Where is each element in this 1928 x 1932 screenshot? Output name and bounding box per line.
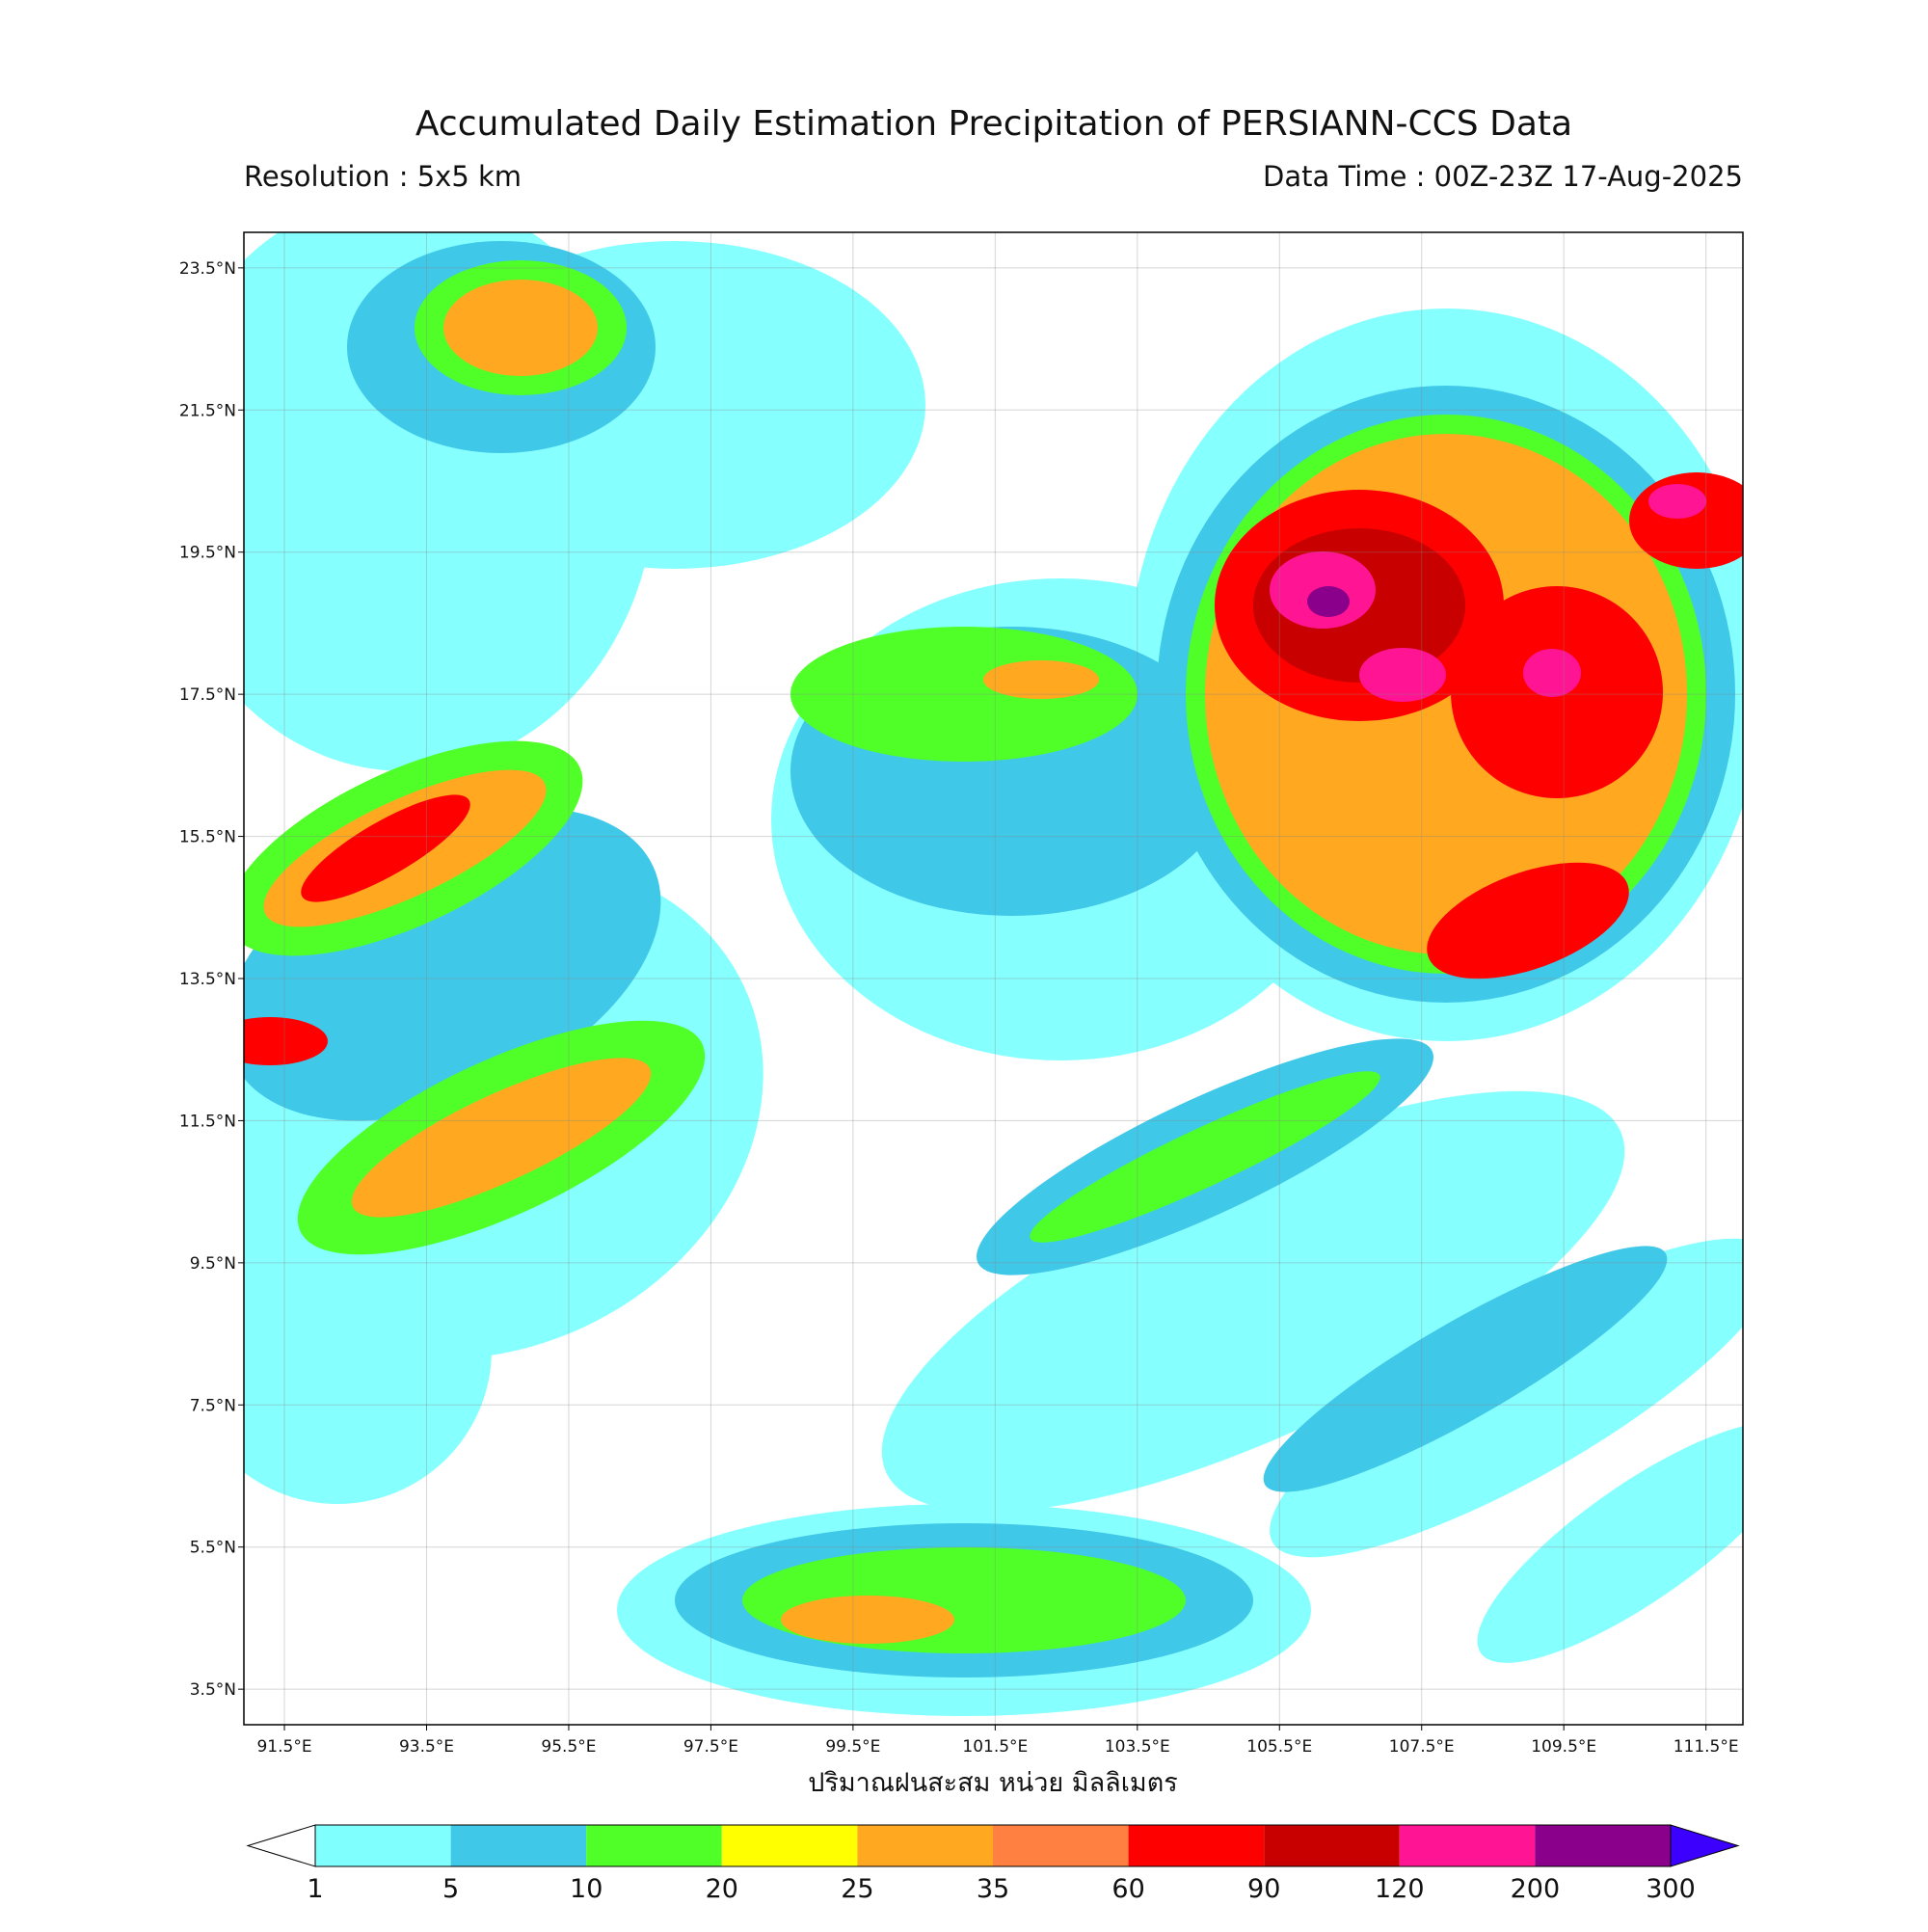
colorbar-tick-label: 90: [1247, 1874, 1280, 1904]
y-tick-label: 13.5°N: [179, 970, 236, 989]
colorbar-segment: [315, 1825, 451, 1866]
colorbar-segment: [1535, 1825, 1671, 1866]
colorbar: 1 5 10 20 25 35 60 90 120 200 300: [246, 1824, 1740, 1904]
x-tick-label: 95.5°E: [541, 1737, 596, 1757]
x-tick-label: 107.5°E: [1389, 1737, 1455, 1757]
colorbar-segment: [857, 1825, 993, 1866]
x-tick-label: 111.5°E: [1674, 1737, 1739, 1757]
colorbar-tick-label: 5: [442, 1874, 459, 1904]
colorbar-over: [1670, 1824, 1740, 1867]
y-tick-label: 7.5°N: [190, 1396, 236, 1415]
y-tick-label: 21.5°N: [179, 401, 236, 420]
colorbar-frame: [314, 1824, 1672, 1867]
colorbar-tick-label: 20: [706, 1874, 738, 1904]
x-tick-label: 91.5°E: [256, 1737, 311, 1757]
y-tick-label: 19.5°N: [179, 544, 236, 563]
grid: 91.5°E 93.5°E 95.5°E 97.5°E 99.5°E 101.5°E 103…: [179, 232, 1743, 1757]
colorbar-segment: [1128, 1825, 1265, 1866]
y-tick-label: 11.5°N: [179, 1112, 236, 1131]
colorbar-segment: [450, 1825, 587, 1866]
colorbar-segment: [1399, 1825, 1536, 1866]
x-tick-label: 93.5°E: [399, 1737, 454, 1757]
colorbar-segment: [721, 1825, 858, 1866]
y-tick-label: 15.5°N: [179, 828, 236, 847]
colorbar-under: [246, 1824, 316, 1867]
colorbar-label: ปริมาณฝนสะสม หน่วย มิลลิเมตร: [808, 1768, 1178, 1798]
y-tick-label: 23.5°N: [179, 259, 236, 279]
y-tick-label: 5.5°N: [190, 1539, 236, 1558]
data-time: Data Time : 00Z-23Z 17-Aug-2025: [1263, 160, 1743, 193]
colorbar-tick-label: 35: [977, 1874, 1009, 1904]
y-tick-label: 9.5°N: [190, 1254, 236, 1274]
colorbar-tick-label: 1: [307, 1874, 323, 1904]
colorbar-tick-label: 60: [1111, 1874, 1144, 1904]
colorbar-segment: [1264, 1825, 1400, 1866]
x-tick-label: 103.5°E: [1105, 1737, 1170, 1757]
x-tick-label: 101.5°E: [962, 1737, 1028, 1757]
colorbar-tick-label: 10: [570, 1874, 602, 1904]
y-tick-label: 17.5°N: [179, 685, 236, 705]
colorbar-tick-label: 300: [1646, 1874, 1696, 1904]
resolution: Resolution : 5x5 km: [244, 160, 522, 193]
colorbar-tick-label: 120: [1375, 1874, 1425, 1904]
colorbar-tick-label: 200: [1511, 1874, 1561, 1904]
colorbar-tick-label: 25: [841, 1874, 873, 1904]
y-tick-label: 3.5°N: [190, 1680, 236, 1700]
colorbar-segment: [586, 1825, 722, 1866]
x-tick-label: 99.5°E: [825, 1737, 880, 1757]
x-tick-label: 105.5°E: [1246, 1737, 1312, 1757]
map-frame: [243, 231, 1744, 1726]
x-tick-label: 109.5°E: [1531, 1737, 1596, 1757]
x-tick-label: 97.5°E: [683, 1737, 738, 1757]
colorbar-segment: [993, 1825, 1129, 1866]
title: Accumulated Daily Estimation Precipitati…: [415, 104, 1572, 144]
precip-field: [244, 232, 1743, 1725]
